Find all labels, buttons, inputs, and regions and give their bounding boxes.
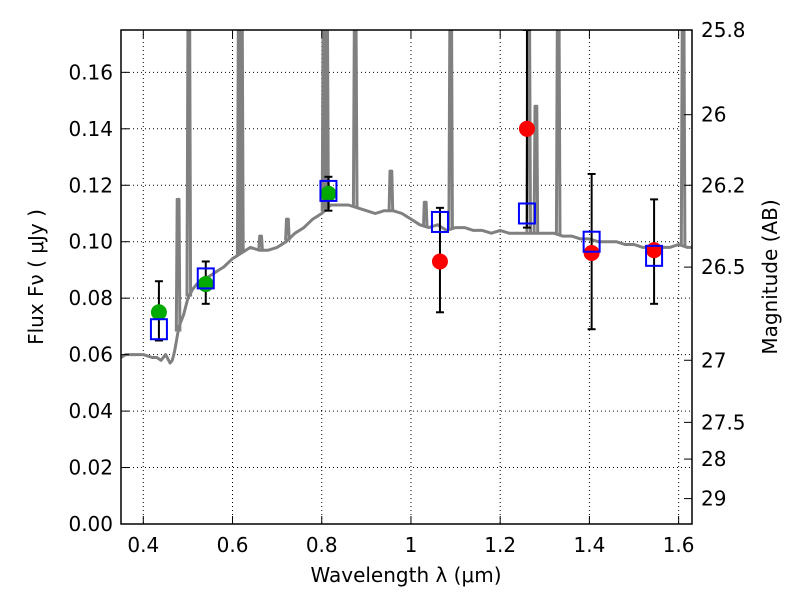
y2-tick-label: 26.5 [701, 255, 746, 279]
y2-tick-label: 26 [701, 103, 726, 127]
x-tick-label: 1 [405, 533, 418, 557]
x-tick-label: 0.8 [306, 533, 338, 557]
emission-line-spike [532, 104, 540, 234]
emission-line-spike [422, 200, 429, 227]
model-photometry-box [196, 267, 215, 290]
y-tick-label: 0.08 [68, 286, 113, 310]
y-tick-label: 0.04 [68, 399, 113, 423]
x-tick-label: 1.4 [573, 533, 605, 557]
model-photometry-box [319, 179, 338, 202]
y-tick-label: 0.14 [68, 117, 113, 141]
model-spectrum-line [121, 203, 692, 365]
red-data-point [583, 245, 600, 262]
x-tick-label: 0.6 [217, 533, 249, 557]
x-axis-label: Wavelength λ (μm) [310, 563, 501, 587]
model-photometry-box [517, 202, 536, 225]
y2-tick-label: 28 [701, 447, 726, 471]
green-data-point [320, 185, 337, 202]
emission-line-spike [284, 217, 291, 241]
emission-line-spike [185, 30, 193, 297]
y-tick-label: 0.16 [68, 60, 113, 84]
model-photometry-box [149, 318, 168, 341]
emission-line-spike [351, 30, 359, 208]
y2-tick-label: 25.8 [701, 18, 746, 42]
model-photometry-box [430, 210, 449, 233]
red-data-point [518, 120, 535, 137]
green-data-point [150, 304, 167, 321]
axes: 0.4 0.6 0.8 1 1.2 1.4 1.6 0.00 0.02 0.04 0.06 0.08 0… [68, 18, 745, 557]
y-axis-label: Flux Fν ( μJy ) [24, 209, 48, 345]
emission-line-spike [323, 30, 330, 209]
plot-area [121, 30, 692, 365]
green-data-point [197, 276, 214, 293]
emission-line-spike [174, 197, 182, 332]
emission-line-spike [447, 30, 454, 230]
y2-axis-label: Magnitude (AB) [758, 199, 782, 354]
y-tick-label: 0.00 [68, 512, 113, 536]
emission-line-spike [387, 169, 395, 211]
axes-frame [120, 29, 693, 525]
red-data-point [646, 242, 663, 259]
x-tick-label: 1.6 [663, 533, 695, 557]
y2-tick-label: 26.2 [701, 173, 746, 197]
y2-tick-label: 29 [701, 487, 726, 511]
y-tick-label: 0.02 [68, 456, 113, 480]
x-tick-label: 1.2 [484, 533, 516, 557]
emission-line-spike [238, 30, 245, 254]
y-tick-label: 0.12 [68, 173, 113, 197]
y2-tick-label: 27 [701, 348, 726, 372]
y-tick-label: 0.10 [68, 230, 113, 254]
emission-line-spike [257, 234, 264, 251]
y2-tick-label: 27.5 [701, 410, 746, 434]
model-photometry-box [582, 230, 601, 253]
x-tick-label: 0.4 [127, 533, 159, 557]
emission-line-spike [679, 30, 687, 246]
emission-line-spike [554, 30, 562, 235]
y-tick-label: 0.06 [68, 343, 113, 367]
model-photometry-box [645, 244, 664, 267]
red-data-point [431, 253, 448, 270]
